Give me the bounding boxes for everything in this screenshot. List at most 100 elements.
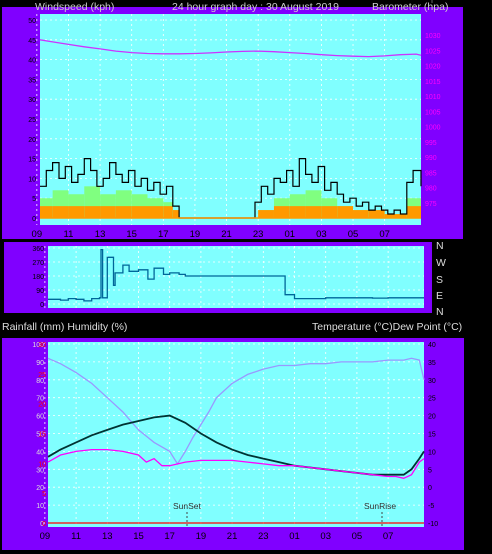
wind-y2tick: 990 xyxy=(425,155,437,162)
rain-humidity-label: Rainfall (mm) Humidity (%) xyxy=(2,321,127,333)
humidity-line xyxy=(47,357,425,466)
wind-xtick: 09 xyxy=(32,229,43,240)
temp-xtick: 07 xyxy=(383,531,394,542)
wind-ytick: 35 xyxy=(28,77,36,84)
compass-south: S xyxy=(436,274,443,286)
wind-y2tick: 1020 xyxy=(425,64,441,71)
direction-ytick: 360 xyxy=(32,246,44,253)
dew-point-line xyxy=(47,448,425,479)
rain-ytick: 0 xyxy=(42,521,46,528)
temp-ytick: 30 xyxy=(36,467,44,474)
temp-xtick: 15 xyxy=(133,531,144,542)
wind-low-bar xyxy=(368,210,385,218)
rain-ytick: 15 xyxy=(38,432,46,439)
temp-xtick: 19 xyxy=(196,531,207,542)
direction-chart: 0 90 180 270 360 xyxy=(32,246,424,309)
wind-gust-line xyxy=(40,158,422,219)
wind-y2tick: 985 xyxy=(425,170,437,177)
wind-xtick: 15 xyxy=(126,229,137,240)
wind-low-bar xyxy=(384,214,401,218)
wind-low-bar xyxy=(273,206,290,218)
wind-low-bar xyxy=(406,206,421,218)
wind-low-bar xyxy=(172,210,180,218)
temp-ytick: 40 xyxy=(36,449,44,456)
wind-low-bar xyxy=(305,206,322,218)
compass-north-top: N xyxy=(436,240,444,252)
direction-ytick: 180 xyxy=(32,274,44,281)
wind-xtick: 03 xyxy=(316,229,327,240)
wind-low-bar xyxy=(68,206,85,218)
sunrise-label: SunRise xyxy=(364,501,396,511)
compass-east: E xyxy=(436,290,443,302)
wind-ytick: 50 xyxy=(28,18,36,25)
temp-ytick: 20 xyxy=(36,485,44,492)
wind-low-bar xyxy=(84,206,101,218)
temp-xtick: 05 xyxy=(352,531,363,542)
rain-ytick: 10 xyxy=(38,461,46,468)
wind-xtick: 13 xyxy=(95,229,106,240)
barometer-line xyxy=(39,39,422,58)
temp-ytick: 60 xyxy=(36,414,44,421)
temp-xtick: 09 xyxy=(40,531,51,542)
direction-ytick: 90 xyxy=(36,288,44,295)
wind-ytick: 40 xyxy=(28,58,36,65)
barometer-label: Barometer (hpa) xyxy=(372,1,448,13)
wind-xtick: 07 xyxy=(379,229,390,240)
direction-line xyxy=(48,248,424,302)
wind-low-bar xyxy=(100,206,116,218)
temp-plot-area xyxy=(48,342,424,527)
wind-ytick: 20 xyxy=(28,137,36,144)
wind-low-bar xyxy=(400,214,407,218)
wind-low-bar xyxy=(131,206,148,218)
wind-low-bar xyxy=(321,206,338,218)
temp-ytick: 50 xyxy=(36,432,44,439)
wind-ytick: 0 xyxy=(32,216,36,223)
wind-y2tick: 1005 xyxy=(425,109,441,116)
temp-xtick: 17 xyxy=(164,531,175,542)
temp-y2tick: 10 xyxy=(428,449,436,456)
rain-ytick: 5 xyxy=(42,491,46,498)
wind-ytick: 45 xyxy=(28,38,36,45)
temp-xtick: 13 xyxy=(102,531,113,542)
wind-y2tick: 1030 xyxy=(425,33,441,40)
wind-y2tick: 975 xyxy=(425,201,437,208)
rain-ytick: 25 xyxy=(38,372,46,379)
wind-y2tick: 1015 xyxy=(425,79,441,86)
wind-xtick: 05 xyxy=(348,229,359,240)
compass-north-bottom: N xyxy=(436,306,444,318)
temperature-line xyxy=(47,414,425,476)
wind-low-bar xyxy=(147,206,164,218)
wind-xtick: 17 xyxy=(158,229,169,240)
temp-xtick: 01 xyxy=(289,531,300,542)
wind-low-bar xyxy=(115,206,132,218)
temp-xtick: 11 xyxy=(71,531,81,542)
temp-xtick: 21 xyxy=(227,531,238,542)
temp-y2tick: 20 xyxy=(428,414,436,421)
temp-dew-label: Temperature (°C)Dew Point (°C) xyxy=(312,321,462,333)
wind-y2tick: 980 xyxy=(425,186,437,193)
wind-xtick: 19 xyxy=(190,229,201,240)
direction-ytick: 270 xyxy=(32,260,44,267)
wind-y2tick: 1010 xyxy=(425,94,441,101)
wind-y2tick: 1025 xyxy=(425,48,441,55)
wind-low-bar xyxy=(40,206,53,218)
temp-ytick: 80 xyxy=(36,378,44,385)
rain-ytick: 30 xyxy=(38,342,46,349)
wind-ytick: 5 xyxy=(32,196,36,203)
temp-ytick: 90 xyxy=(36,360,44,367)
temp-y2tick: -5 xyxy=(428,503,434,510)
wind-low-bar xyxy=(52,206,69,218)
sunset-label: SunSet xyxy=(173,501,202,511)
temp-chart: 11 13 15 17 19 21 23 01 03 05 07090102030405060708… xyxy=(32,342,438,542)
wind-y2tick: 1000 xyxy=(425,125,441,132)
wind-low-bar xyxy=(337,206,354,218)
temp-ytick: 0 xyxy=(40,521,44,528)
direction-plot-area xyxy=(48,246,424,308)
wind-xtick: 11 xyxy=(64,229,74,240)
wind-y2tick: 995 xyxy=(425,140,437,147)
wind-xtick: 21 xyxy=(221,229,232,240)
windspeed-label: Windspeed (kph) xyxy=(35,1,114,13)
temp-y2tick: 40 xyxy=(428,342,436,349)
wind-xtick: 01 xyxy=(284,229,295,240)
direction-ytick: 0 xyxy=(40,302,44,309)
